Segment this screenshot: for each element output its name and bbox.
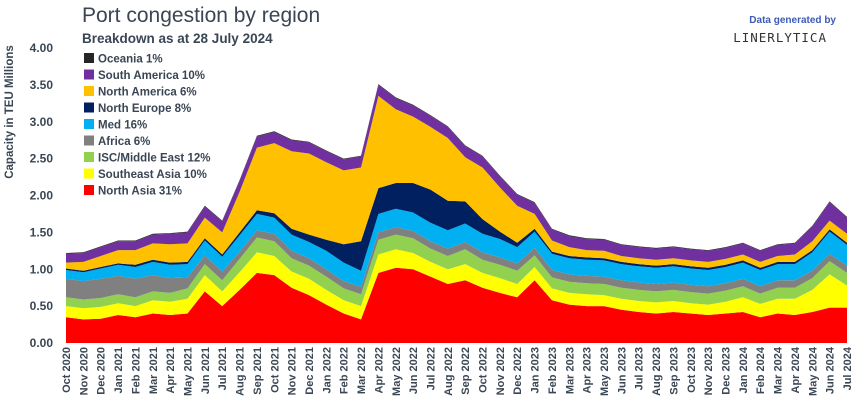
x-tick-label: Jul 2023: [634, 347, 646, 390]
area-southeast-asia: [66, 249, 847, 320]
x-tick-label: May 2024: [807, 346, 819, 396]
x-tick-label: Jun 2021: [200, 347, 212, 394]
legend-swatch: [84, 119, 94, 129]
x-tick-label: May 2023: [599, 347, 611, 396]
x-tick-label: Mar 2023: [564, 347, 576, 394]
x-tick-label: Dec 2020: [96, 347, 108, 395]
x-tick-label: Nov 2023: [703, 347, 715, 395]
y-tick-label: 0.00: [30, 336, 54, 350]
legend-swatch: [84, 168, 94, 179]
x-tick-label: Feb 2021: [130, 347, 142, 394]
x-tick-label: Aug 2022: [443, 347, 455, 396]
x-tick-label: May 2021: [183, 347, 195, 396]
y-tick-label: 4.00: [30, 41, 54, 55]
y-tick-label: 2.00: [30, 189, 54, 203]
legend-label: North Europe 8%: [98, 103, 191, 115]
x-tick-label: Mar 2022: [356, 347, 368, 394]
stacked-areas: [66, 84, 847, 343]
x-tick-label: Oct 2020: [61, 347, 73, 393]
chart-subtitle: Breakdown as at 28 July 2024: [82, 31, 273, 46]
legend-swatch: [84, 53, 94, 63]
x-tick-label: Jul 2021: [217, 347, 229, 390]
x-tick-label: Sep 2023: [668, 347, 680, 395]
x-tick-label: Oct 2023: [686, 347, 698, 393]
legend-swatch: [84, 135, 94, 146]
x-tick-label: Apr 2024: [790, 346, 802, 393]
y-axis: 0.00 0.50 1.00 1.50 2.00 2.50 3.00 3.50 4.00: [30, 41, 54, 350]
legend: Oceania 1% South America 10% North America…: [84, 53, 210, 198]
legend-swatch: [84, 69, 94, 80]
x-tick-label: Mar 2021: [148, 347, 160, 394]
legend-label: South America 10%: [98, 70, 205, 82]
x-tick-label: Apr 2023: [582, 347, 594, 393]
area-north-europe: [66, 183, 847, 273]
x-tick-label: Dec 2021: [304, 347, 316, 395]
area-isc-middle-east: [66, 234, 847, 309]
legend-swatch: [84, 152, 94, 162]
x-tick-label: Feb 2022: [339, 347, 351, 394]
area-north-asia: [66, 267, 847, 343]
y-tick-label: 1.00: [30, 262, 54, 276]
chart-title: Port congestion by region: [82, 4, 320, 27]
x-tick-label: Jan 2024: [738, 346, 750, 393]
legend-label: North Asia 31%: [98, 186, 182, 198]
x-tick-label: Dec 2022: [512, 347, 524, 395]
x-tick-label: Aug 2023: [651, 347, 663, 396]
x-tick-label: Apr 2021: [165, 347, 177, 393]
x-tick-label: Mar 2024: [773, 346, 785, 394]
x-tick-label: Sep 2022: [460, 347, 472, 395]
x-tick-label: Dec 2023: [721, 347, 733, 395]
x-tick-label: Feb 2023: [547, 347, 559, 394]
y-tick-label: 0.50: [30, 299, 54, 313]
legend-swatch: [84, 86, 94, 96]
x-tick-label: Jun 2024: [825, 346, 837, 394]
x-tick-label: Jul 2024: [842, 346, 852, 390]
y-tick-label: 2.50: [30, 152, 54, 166]
x-tick-label: Jan 2021: [113, 347, 125, 393]
x-axis: Oct 2020 Nov 2020 Dec 2020 Jan 2021 Feb 2021…: [61, 346, 852, 396]
x-tick-label: Jul 2022: [426, 347, 438, 390]
x-tick-label: Nov 2022: [495, 347, 507, 395]
y-tick-label: 3.00: [30, 115, 54, 129]
x-tick-label: Jun 2022: [408, 347, 420, 394]
y-axis-label: Capacity in TEU Millions: [4, 45, 16, 179]
x-tick-label: Jan 2022: [321, 347, 333, 393]
legend-label: Oceania 1%: [98, 54, 163, 66]
x-tick-label: Sep 2021: [252, 347, 264, 395]
legend-label: Med 16%: [98, 120, 147, 132]
legend-label: North America 6%: [98, 87, 197, 99]
x-tick-label: Oct 2022: [478, 347, 490, 393]
x-tick-label: May 2022: [391, 347, 403, 396]
area-north-america: [66, 95, 847, 271]
y-tick-label: 1.50: [30, 225, 54, 239]
legend-label: Southeast Asia 10%: [98, 169, 207, 181]
legend-swatch: [84, 102, 94, 113]
x-tick-label: Nov 2021: [287, 347, 299, 395]
legend-label: Africa 6%: [98, 136, 150, 148]
legend-label: ISC/Middle East 12%: [98, 153, 210, 165]
brand-logo: LINERLYTICA: [733, 30, 827, 45]
y-tick-label: 3.50: [30, 78, 54, 92]
x-tick-label: Oct 2021: [269, 347, 281, 393]
x-tick-label: Jun 2023: [616, 347, 628, 394]
x-tick-label: Apr 2022: [373, 347, 385, 393]
area-south-america: [66, 84, 847, 263]
credit-text: Data generated by: [749, 15, 836, 26]
area-med: [66, 208, 847, 287]
x-tick-label: Nov 2020: [78, 347, 90, 395]
x-tick-label: Jan 2023: [530, 347, 542, 393]
x-tick-label: Aug 2021: [235, 347, 247, 396]
legend-swatch: [84, 185, 94, 195]
area-africa: [66, 227, 847, 300]
x-tick-label: Feb 2024: [755, 346, 767, 394]
